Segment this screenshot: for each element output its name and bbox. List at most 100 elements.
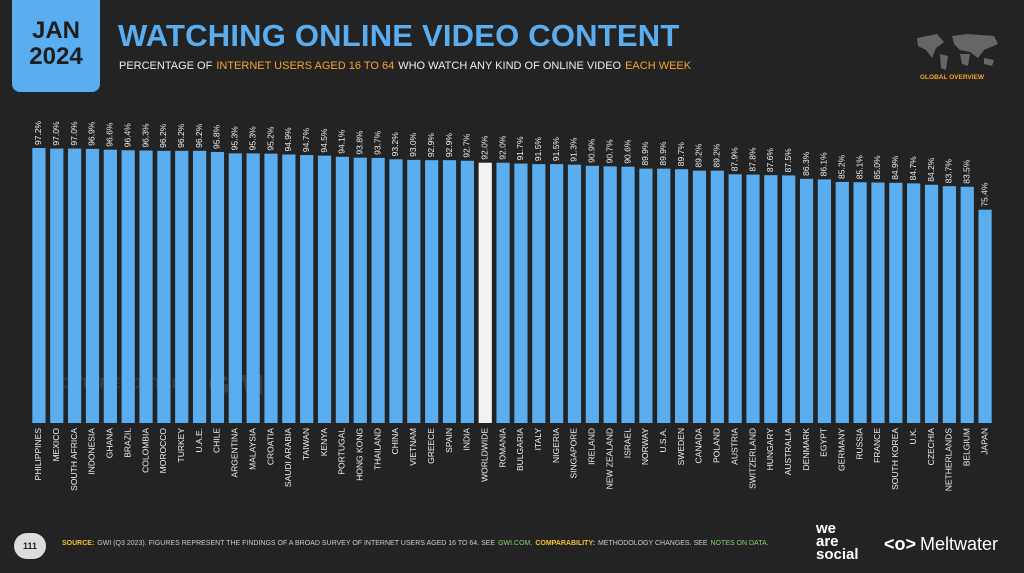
source-label: SOURCE: <box>62 540 95 547</box>
brand-logo: <o> Meltwater <box>884 534 999 554</box>
value-label: 89.2% <box>694 143 704 168</box>
value-label: 91.5% <box>533 137 543 162</box>
value-label: 93.2% <box>390 132 400 157</box>
value-label: 95.3% <box>230 126 240 151</box>
value-label: 92.9% <box>444 133 454 158</box>
bar <box>782 175 796 423</box>
x-tick-label: SAUDI ARABIA <box>283 428 293 487</box>
value-label: 92.0% <box>479 135 489 160</box>
x-tick-label: AUSTRIA <box>729 428 739 465</box>
value-label: 84.9% <box>890 155 900 180</box>
bar <box>192 150 207 423</box>
x-tick-label: ROMANIA <box>497 428 507 468</box>
value-label: 89.2% <box>712 143 722 168</box>
bar <box>317 155 332 423</box>
value-label: 94.1% <box>337 129 347 154</box>
bar <box>246 153 260 423</box>
value-label: 93.8% <box>355 130 365 155</box>
value-label: 87.8% <box>747 147 757 172</box>
bar <box>228 153 242 423</box>
value-label: 86.3% <box>801 151 811 176</box>
bar <box>264 153 278 423</box>
brand-word: we <box>816 520 837 537</box>
x-tick-label: SOUTH AFRICA <box>69 428 79 491</box>
value-label: 91.5% <box>551 137 561 162</box>
x-tick-label: TAIWAN <box>301 428 311 460</box>
date-badge: JAN 2024 <box>12 0 100 92</box>
value-label: 96.2% <box>194 123 204 148</box>
x-tick-label: BULGARIA <box>515 428 525 471</box>
bar <box>210 151 225 423</box>
month: JAN <box>31 17 80 44</box>
section-badge: GLOBAL OVERVIEW <box>920 74 985 81</box>
x-tick-label: ARGENTINA <box>230 428 240 478</box>
x-tick-label: PHILIPPINES <box>33 428 43 481</box>
value-label: 93.7% <box>372 130 382 155</box>
bar <box>121 150 135 424</box>
x-tick-label: FRANCE <box>872 428 882 463</box>
bar <box>978 209 992 423</box>
brand-logo: we are social <box>816 520 859 563</box>
bar <box>853 182 867 423</box>
x-tick-label: NETHERLANDS <box>944 428 954 492</box>
value-label: 83.7% <box>944 159 954 184</box>
bar <box>478 162 492 424</box>
x-tick-label: BELGIUM <box>961 428 971 466</box>
x-tick-label: NORWAY <box>640 428 650 465</box>
x-tick-label: MALAYSIA <box>247 428 257 470</box>
value-label: 96.4% <box>122 123 132 148</box>
value-label: 87.9% <box>729 147 739 172</box>
value-label: 94.9% <box>283 127 293 152</box>
x-tick-label: MOROCCO <box>158 428 168 474</box>
bar <box>817 179 832 423</box>
x-tick-label: SWITZERLAND <box>747 428 757 489</box>
x-tick-label: NIGERIA <box>551 428 561 463</box>
x-tick-label: U.A.E. <box>194 428 204 453</box>
chart: DATAREPORTAL GWI. 97.2%PHILIPPINES97.0%M… <box>32 120 992 492</box>
brand-name: Meltwater <box>920 534 999 554</box>
subtitle-part: INTERNET USERS AGED 16 TO 64 <box>216 60 395 72</box>
value-label: 90.6% <box>622 139 632 164</box>
bar <box>871 182 885 423</box>
bar <box>603 166 617 423</box>
x-tick-label: AUSTRALIA <box>783 428 793 476</box>
x-tick-label: HUNGARY <box>765 428 775 471</box>
bar <box>32 148 46 423</box>
x-tick-label: HONG KONG <box>355 428 365 481</box>
subtitle-part: PERCENTAGE OF <box>119 60 213 72</box>
world-map <box>917 34 998 70</box>
value-label: 85.0% <box>872 155 882 180</box>
value-label: 86.1% <box>819 152 829 177</box>
value-label: 91.3% <box>569 137 579 162</box>
subtitle-part: EACH WEEK <box>625 60 692 72</box>
value-label: 97.0% <box>69 121 79 146</box>
value-label: 92.7% <box>462 133 472 158</box>
value-label: 96.2% <box>176 123 186 148</box>
value-label: 89.9% <box>640 141 650 166</box>
x-tick-label: SOUTH KOREA <box>890 428 900 490</box>
bar <box>460 160 474 423</box>
value-label: 95.8% <box>212 124 222 149</box>
brand-word: social <box>816 546 859 563</box>
bar <box>907 183 921 423</box>
x-tick-label: DENMARK <box>801 428 811 471</box>
bar <box>746 174 760 423</box>
value-label: 90.7% <box>604 139 614 164</box>
bar <box>103 149 117 424</box>
bar <box>639 168 653 423</box>
source-link[interactable]: GWI.COM. <box>498 540 533 547</box>
x-tick-label: KENYA <box>319 428 329 457</box>
comparability-label: COMPARABILITY: <box>535 540 595 547</box>
subtitle-part: WHO WATCH ANY KIND OF ONLINE VIDEO <box>398 60 622 72</box>
bar <box>692 170 707 423</box>
bar <box>353 157 367 424</box>
bar <box>514 163 528 423</box>
value-label: 96.9% <box>87 121 97 146</box>
bar <box>924 184 939 423</box>
title: WATCHING ONLINE VIDEO CONTENT <box>118 18 680 53</box>
notes-link[interactable]: NOTES ON DATA. <box>710 540 769 547</box>
value-label: 95.2% <box>265 126 275 151</box>
x-tick-label: GERMANY <box>837 428 847 471</box>
bar <box>550 164 564 424</box>
